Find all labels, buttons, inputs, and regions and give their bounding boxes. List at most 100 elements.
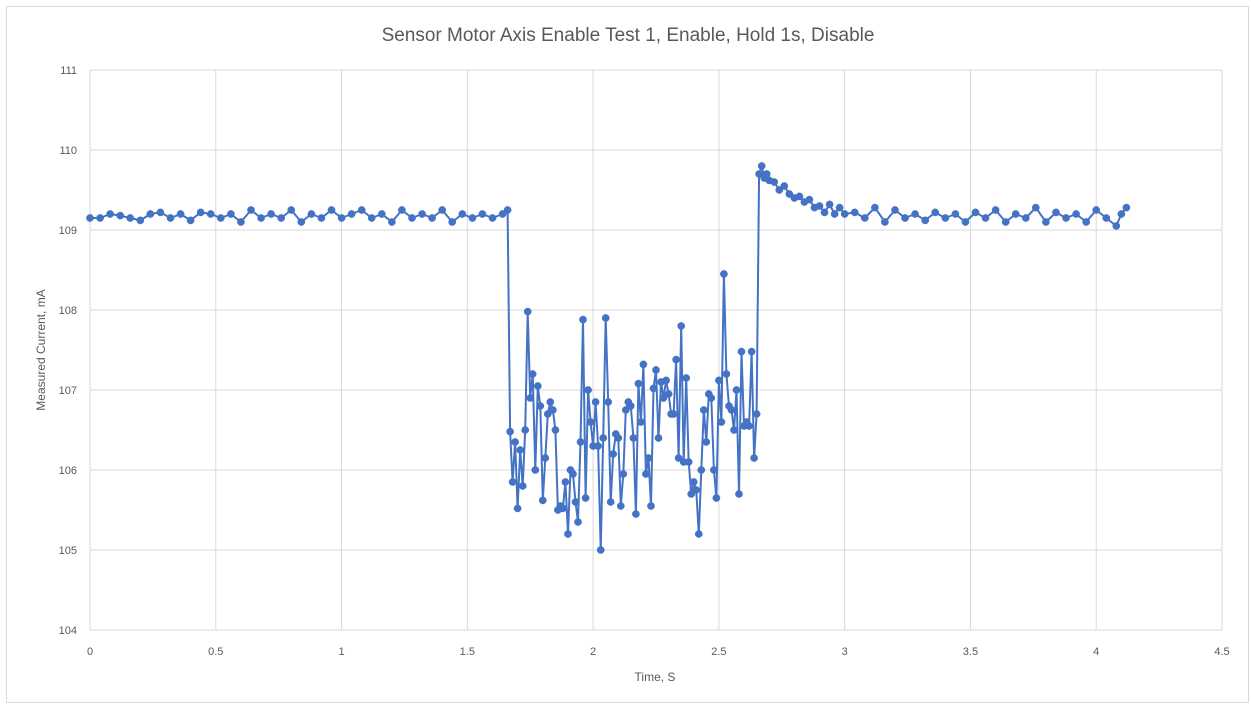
data-point: [536, 402, 545, 410]
data-point: [186, 216, 195, 225]
x-tick-label: 3: [842, 646, 848, 658]
data-point: [604, 398, 613, 406]
data-point: [267, 210, 275, 218]
data-point: [377, 210, 386, 218]
data-point: [820, 208, 829, 217]
data-point: [684, 458, 693, 466]
data-point: [971, 208, 980, 217]
data-point: [601, 314, 610, 322]
y-tick-label: 109: [59, 225, 77, 237]
data-point: [559, 504, 567, 513]
chart-frame: [6, 6, 1249, 703]
data-point: [692, 486, 701, 494]
data-point: [408, 214, 416, 222]
data-point: [1031, 203, 1040, 212]
data-point: [606, 498, 615, 506]
data-point: [755, 170, 763, 178]
data-point: [702, 438, 711, 446]
data-point: [951, 210, 960, 218]
data-point: [770, 178, 779, 186]
data-point: [176, 210, 185, 218]
data-point: [752, 410, 761, 418]
data-point: [901, 214, 909, 222]
data-point: [561, 478, 570, 486]
data-point: [775, 186, 784, 194]
data-point: [538, 496, 547, 505]
data-point: [619, 470, 628, 478]
data-point: [518, 482, 527, 490]
grid: [89, 69, 1223, 631]
data-point: [571, 498, 580, 506]
data-point: [516, 446, 525, 454]
data-point: [707, 394, 716, 402]
data-point: [488, 214, 497, 222]
data-point: [652, 366, 660, 374]
data-point: [697, 466, 706, 474]
data-point: [720, 270, 728, 278]
data-point: [1021, 214, 1030, 222]
data-point: [206, 210, 215, 218]
data-point: [569, 470, 577, 478]
y-tick-label: 104: [59, 625, 77, 637]
data-point: [513, 504, 522, 513]
data-point: [237, 218, 245, 226]
data-point: [991, 206, 1000, 214]
y-tick-label: 105: [59, 545, 77, 557]
x-tick-label: 2.5: [711, 646, 726, 658]
data-point: [591, 398, 600, 406]
data-point: [287, 206, 296, 214]
data-point: [156, 208, 165, 217]
data-point: [727, 406, 736, 414]
data-point: [1011, 210, 1020, 218]
data-point: [581, 494, 590, 502]
data-point: [649, 384, 658, 393]
data-point: [795, 192, 804, 201]
data-point: [715, 376, 723, 385]
data-point: [981, 214, 990, 222]
data-point: [541, 454, 550, 462]
data-point: [458, 210, 467, 218]
data-point: [307, 210, 316, 218]
y-tick-label: 107: [59, 385, 77, 397]
data-point: [710, 466, 718, 474]
data-point: [717, 418, 726, 426]
data-point: [672, 355, 680, 364]
data-point: [1052, 208, 1060, 217]
data-point: [687, 490, 696, 498]
data-point: [543, 410, 552, 418]
data-point: [805, 195, 814, 204]
data-point: [815, 202, 824, 210]
data-point: [533, 382, 542, 390]
data-point: [599, 434, 608, 442]
data-point: [546, 398, 555, 406]
data-point: [629, 434, 638, 442]
chart-title: Sensor Motor Axis Enable Test 1, Enable,…: [382, 25, 875, 46]
data-point: [712, 494, 721, 502]
data-point: [1102, 214, 1111, 222]
data-point: [438, 206, 447, 214]
tick-labels: 104 105 106 107 108 109 110 111 0 0.5 1 1.5 2 2.5 3 3.5…: [59, 65, 1230, 658]
data-point: [1082, 218, 1091, 226]
data-point: [357, 206, 366, 214]
y-tick-label: 111: [60, 65, 77, 77]
data-point: [911, 210, 919, 218]
data-point: [745, 422, 753, 430]
data-point: [1117, 210, 1126, 218]
data-point: [737, 347, 746, 356]
data-point: [850, 208, 859, 217]
data-point: [277, 214, 286, 222]
data-point: [216, 214, 225, 222]
data-point: [584, 386, 592, 394]
data-point: [448, 218, 457, 226]
data-point: [662, 376, 670, 385]
data-point: [637, 418, 645, 426]
data-point: [609, 450, 618, 458]
data-point: [659, 394, 668, 402]
data-point: [526, 394, 535, 402]
data-point: [694, 530, 703, 538]
data-point: [747, 347, 756, 356]
x-tick-label: 4: [1093, 646, 1099, 658]
data-point: [317, 214, 326, 222]
data-point: [1042, 218, 1050, 226]
